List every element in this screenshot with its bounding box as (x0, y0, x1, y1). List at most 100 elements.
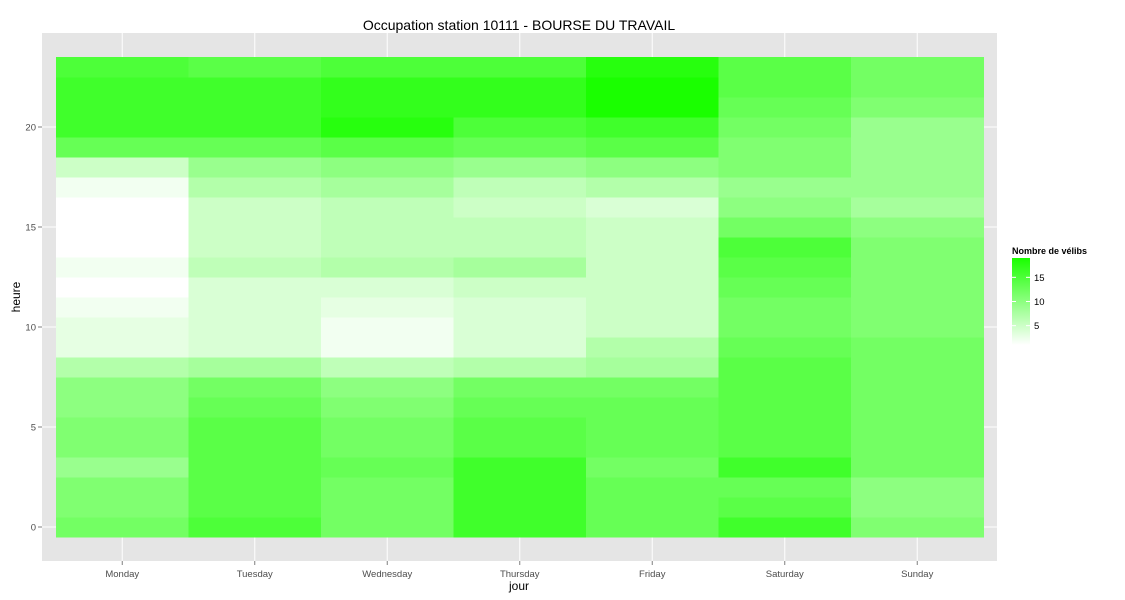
heatmap-cell (718, 437, 852, 458)
heatmap-cell (188, 157, 322, 178)
heatmap-cell (586, 157, 719, 178)
heatmap-cell (321, 397, 454, 418)
x-tick-label: Friday (639, 569, 666, 580)
x-axis-title: jour (508, 579, 529, 593)
heatmap-cell (321, 277, 454, 298)
heatmap-cell (188, 317, 322, 338)
heatmap-cell (188, 177, 322, 198)
heatmap-cell (586, 237, 719, 258)
heatmap-cell (586, 497, 719, 518)
heatmap-cell (321, 477, 454, 498)
heatmap-cell (321, 437, 454, 458)
heatmap-cell (321, 257, 454, 278)
heatmap-cell (718, 137, 852, 158)
chart-title: Occupation station 10111 - BOURSE DU TRA… (363, 17, 676, 33)
heatmap-cell (188, 397, 322, 418)
heatmap-cell (586, 297, 719, 318)
legend-title: Nombre de vélibs (1012, 246, 1087, 256)
heatmap-cell (321, 337, 454, 358)
heatmap-cell (586, 517, 719, 538)
heatmap-cell (321, 197, 454, 218)
heatmap-cell (56, 117, 189, 138)
heatmap-cell (56, 377, 189, 398)
heatmap-cell (718, 417, 852, 438)
heatmap-cell (453, 317, 587, 338)
heatmap-cell (851, 217, 984, 238)
heatmap-cell (56, 217, 189, 238)
heatmap-cell (718, 57, 852, 78)
heatmap-cell (321, 117, 454, 138)
x-tick-label: Sunday (901, 569, 933, 580)
heatmap-cell (718, 237, 852, 258)
heatmap-cell (453, 197, 587, 218)
y-tick-label: 5 (31, 423, 36, 434)
heatmap-cell (453, 217, 587, 238)
heatmap-cell (188, 57, 322, 78)
heatmap-cell (453, 477, 587, 498)
heatmap-cell (851, 237, 984, 258)
heatmap-cell (586, 357, 719, 378)
heatmap-cell (851, 137, 984, 158)
heatmap-cell (56, 457, 189, 478)
heatmap-cell (188, 337, 322, 358)
heatmap-cell (321, 77, 454, 98)
heatmap-cell (586, 417, 719, 438)
heatmap-cell (56, 77, 189, 98)
heatmap-cell (453, 77, 587, 98)
heatmap-cell (56, 357, 189, 378)
heatmap-cell (321, 517, 454, 538)
heatmap-cell (718, 337, 852, 358)
heatmap-cell (56, 237, 189, 258)
heatmap-cell (188, 497, 322, 518)
heatmap-cell (851, 357, 984, 378)
heatmap-cell (321, 217, 454, 238)
heatmap-cell (851, 377, 984, 398)
heatmap-cell (851, 77, 984, 98)
heatmap-cell (321, 417, 454, 438)
heatmap-cell (56, 177, 189, 198)
heatmap-cell (718, 317, 852, 338)
heatmap-cell (586, 177, 719, 198)
heatmap-cell (718, 257, 852, 278)
y-tick-label: 20 (25, 123, 36, 134)
heatmap-cell (586, 97, 719, 118)
heatmap-cell (718, 277, 852, 298)
heatmap-cell (453, 417, 587, 438)
heatmap-cell (851, 177, 984, 198)
heatmap-cell (453, 497, 587, 518)
heatmap-cell (718, 197, 852, 218)
heatmap-cell (586, 477, 719, 498)
heatmap-cell (586, 57, 719, 78)
heatmap-cell (321, 317, 454, 338)
x-axis: Monday Tuesday Wednesday Thursday Friday Satu… (105, 561, 934, 580)
y-tick-label: 15 (25, 223, 36, 234)
legend-tick-label: 15 (1034, 273, 1045, 284)
y-tick-label: 10 (25, 323, 36, 334)
heatmap-cell (718, 117, 852, 138)
heatmap-cell (586, 337, 719, 358)
legend-tick-label: 10 (1034, 297, 1045, 308)
heatmap-cell (188, 97, 322, 118)
heatmap-cell (321, 57, 454, 78)
heatmap-cell (586, 377, 719, 398)
y-axis-title: heure (9, 281, 23, 312)
heatmap-cell (851, 417, 984, 438)
heatmap-cell (56, 257, 189, 278)
heatmap-cell (718, 477, 852, 498)
heatmap-cell (718, 397, 852, 418)
heatmap-cell (188, 137, 322, 158)
heatmap-cell (718, 377, 852, 398)
heatmap-cell (851, 97, 984, 118)
heatmap-cell (56, 417, 189, 438)
heatmap-cell (56, 137, 189, 158)
heatmap-cell (56, 57, 189, 78)
heatmap-cell (188, 217, 322, 238)
heatmap-cell (188, 437, 322, 458)
heatmap-cell (188, 77, 322, 98)
heatmap-cell (321, 457, 454, 478)
heatmap-cell (321, 297, 454, 318)
heatmap-cell (851, 157, 984, 178)
heatmap-cell (851, 497, 984, 518)
heatmap-cell (453, 277, 587, 298)
